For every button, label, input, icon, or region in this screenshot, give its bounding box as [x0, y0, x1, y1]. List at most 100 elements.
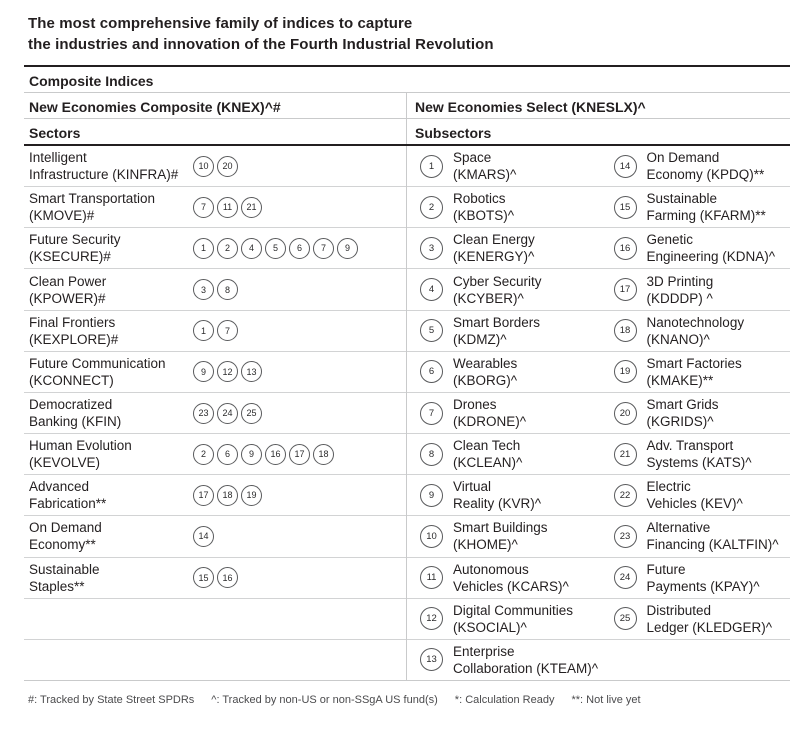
- sector-row: Future Security (KSECURE)# 1 2 4 5 6 7 9: [24, 227, 406, 268]
- subsector-item: 21 Adv. Transport Systems (KATS)^: [599, 437, 791, 471]
- subsector-row: 2 Robotics (KBOTS)^ 15 Sustainable Farming …: [407, 186, 790, 227]
- subsector-item: 8 Clean Tech (KCLEAN)^: [407, 437, 599, 471]
- subsector-item: 6 Wearables (KBORG)^: [407, 355, 599, 389]
- page-title-line2: the industries and innovation of the Fou…: [28, 36, 494, 53]
- sector-label: Future Security (KSECURE)#: [29, 232, 121, 265]
- subsector-row: 1 Space (KMARS)^ 14 On Demand Economy (KPDQ…: [407, 146, 790, 186]
- subsector-row: 4 Cyber Security (KCYBER)^ 17 3D Printing (…: [407, 268, 790, 309]
- subsector-ref-circle: 19: [241, 484, 262, 506]
- sectors-header: Sectors: [29, 125, 81, 141]
- subsector-label: Nanotechnology (KNANO)^: [646, 314, 745, 347]
- sector-subsector-refs: 9 12 13: [193, 361, 265, 383]
- subsector-label: Space (KMARS)^: [453, 150, 517, 183]
- sector-label: Intelligent Infrastructure (KINFRA)#: [29, 150, 179, 183]
- sector-label: Future Communication (KCONNECT): [29, 355, 166, 388]
- subheader-row: Sectors Subsectors: [24, 118, 790, 144]
- subsector-label: Clean Tech (KCLEAN)^: [453, 438, 523, 471]
- sector-row: Smart Transportation (KMOVE)# 7 11 21: [24, 186, 406, 227]
- subsector-ref-circle: 17: [289, 443, 310, 465]
- subsector-ref-circle: 21: [241, 196, 262, 218]
- subsector-ref-circle: 3: [193, 279, 214, 301]
- subsector-number-circle: 9: [420, 483, 443, 507]
- subsector-item: 1 Space (KMARS)^: [407, 149, 599, 183]
- subsector-item: 24 Future Payments (KPAY)^: [599, 561, 791, 595]
- subsector-ref-circle: 18: [217, 484, 238, 506]
- sector-row: [24, 638, 406, 680]
- sector-subsector-refs: 17 18 19: [193, 484, 265, 506]
- footnotes: #: Tracked by State Street SPDRs ^: Track…: [28, 694, 790, 706]
- subsector-label: On Demand Economy (KPDQ)**: [646, 150, 765, 183]
- subsector-item: 22 Electric Vehicles (KEV)^: [599, 478, 791, 512]
- subsector-item: 12 Digital Communities (KSOCIAL)^: [407, 602, 599, 636]
- sector-label: Clean Power (KPOWER)#: [29, 273, 107, 306]
- sector-subsector-refs: 10 20: [193, 155, 241, 177]
- footnote-item: #: Tracked by State Street SPDRs: [28, 694, 195, 706]
- subsector-ref-circle: 13: [241, 361, 262, 383]
- subsector-row: 8 Clean Tech (KCLEAN)^ 21 Adv. Transport Sy…: [407, 433, 790, 474]
- subsector-number-circle: 21: [613, 442, 637, 466]
- subsector-ref-circle: 15: [193, 567, 214, 589]
- subsector-number-circle: 4: [420, 278, 443, 302]
- subsector-label: Cyber Security (KCYBER)^: [453, 273, 542, 306]
- subsector-label: Drones (KDRONE)^: [453, 397, 527, 430]
- subsector-item: 5 Smart Borders (KDMZ)^: [407, 314, 599, 348]
- subsector-ref-circle: 1: [193, 237, 214, 259]
- sector-row: Future Communication (KCONNECT) 9 12 13: [24, 350, 406, 392]
- subsectors-header: Subsectors: [406, 119, 790, 144]
- sector-subsector-refs: 15 16: [193, 567, 241, 589]
- subsector-ref-circle: 10: [193, 155, 214, 177]
- sector-subsector-refs: 2 6 9 16 17 18: [193, 443, 337, 465]
- subsector-label: Autonomous Vehicles (KCARS)^: [453, 561, 569, 594]
- knex-header: New Economies Composite (KNEX)^#: [29, 99, 281, 115]
- subsector-number-circle: 25: [613, 607, 637, 631]
- subsector-label: Smart Factories (KMAKE)**: [646, 355, 742, 388]
- subsector-row: 5 Smart Borders (KDMZ)^ 18 Nanotechnology (…: [407, 309, 790, 351]
- subsector-number-circle: 22: [613, 483, 637, 507]
- subsector-number-circle: 3: [420, 236, 443, 260]
- sector-row: Final Frontiers (KEXPLORE)# 1 7: [24, 309, 406, 351]
- subsector-ref-circle: 4: [241, 237, 262, 259]
- sector-label: Democratized Banking (KFIN): [29, 397, 122, 430]
- subsector-label: Genetic Engineering (KDNA)^: [646, 232, 776, 265]
- subsector-ref-circle: 7: [217, 320, 238, 342]
- subsector-label: Adv. Transport Systems (KATS)^: [646, 438, 752, 471]
- subsector-ref-circle: 8: [217, 279, 238, 301]
- subsector-item: 20 Smart Grids (KGRIDS)^: [599, 396, 791, 430]
- subsector-label: Electric Vehicles (KEV)^: [646, 479, 743, 512]
- subsector-ref-circle: 17: [193, 484, 214, 506]
- sector-subsector-refs: 7 11 21: [193, 196, 265, 218]
- sectors-column: Intelligent Infrastructure (KINFRA)# 10 20…: [24, 146, 406, 680]
- subsector-number-circle: 20: [613, 401, 637, 425]
- subsector-row: 7 Drones (KDRONE)^ 20 Smart Grids (KGRIDS)^: [407, 391, 791, 433]
- subsector-number-circle: 15: [613, 195, 637, 219]
- subsector-ref-circle: 18: [313, 443, 334, 465]
- subsector-ref-circle: 16: [217, 567, 238, 589]
- sector-row: Democratized Banking (KFIN) 23 24 25: [24, 391, 406, 433]
- footnote-item: *: Calculation Ready: [454, 694, 555, 706]
- subsector-number-circle: 16: [613, 236, 637, 260]
- section-header-row: Composite Indices: [24, 65, 790, 92]
- sector-row: Human Evolution (KEVOLVE) 2 6 9 16 17 18: [24, 433, 406, 474]
- subsector-number-circle: 17: [613, 278, 637, 302]
- subsector-label: Future Payments (KPAY)^: [646, 561, 760, 594]
- subsector-ref-circle: 7: [193, 196, 214, 218]
- subsector-item: 14 On Demand Economy (KPDQ)**: [599, 149, 791, 183]
- subsector-row: 12 Digital Communities (KSOCIAL)^ 25 Distri…: [407, 597, 790, 639]
- subsector-row: 6 Wearables (KBORG)^ 19 Smart Factories (KM…: [407, 350, 790, 392]
- sector-row: On Demand Economy** 14: [24, 515, 406, 556]
- subsector-number-circle: 6: [420, 360, 443, 384]
- subsector-label: 3D Printing (KDDDP) ^: [646, 273, 714, 306]
- subsector-number-circle: 8: [420, 442, 443, 466]
- sector-label: On Demand Economy**: [29, 520, 102, 553]
- subsector-item: 3 Clean Energy (KENERGY)^: [407, 231, 599, 265]
- subsector-number-circle: 2: [420, 195, 443, 219]
- subsector-row: 13 Enterprise Collaboration (KTEAM)^: [407, 638, 790, 680]
- subsector-label: Wearables (KBORG)^: [453, 355, 518, 388]
- subsector-label: Digital Communities (KSOCIAL)^: [453, 602, 574, 635]
- sector-subsector-refs: 14: [193, 525, 217, 547]
- subsector-number-circle: 1: [420, 154, 443, 178]
- subsector-ref-circle: 23: [193, 402, 214, 424]
